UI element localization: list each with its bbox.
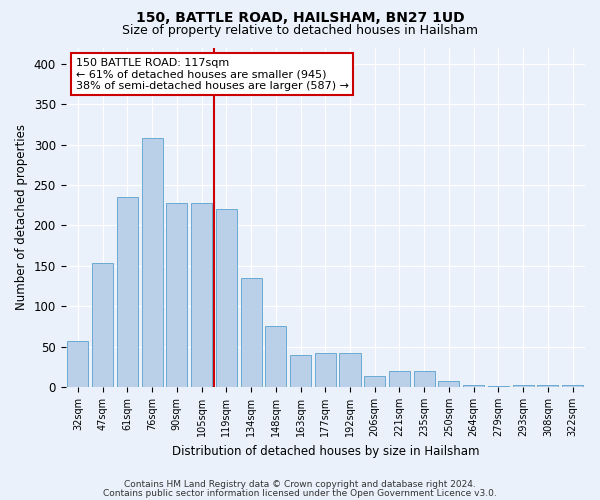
Text: Contains public sector information licensed under the Open Government Licence v3: Contains public sector information licen… bbox=[103, 488, 497, 498]
Bar bbox=[315, 353, 336, 387]
Bar bbox=[117, 197, 138, 387]
Bar bbox=[92, 264, 113, 387]
Bar bbox=[166, 202, 187, 387]
Bar bbox=[340, 353, 361, 387]
Bar bbox=[512, 386, 533, 387]
X-axis label: Distribution of detached houses by size in Hailsham: Distribution of detached houses by size … bbox=[172, 444, 479, 458]
Bar bbox=[191, 202, 212, 387]
Bar bbox=[364, 376, 385, 387]
Bar bbox=[265, 326, 286, 387]
Bar bbox=[142, 138, 163, 387]
Y-axis label: Number of detached properties: Number of detached properties bbox=[15, 124, 28, 310]
Text: Contains HM Land Registry data © Crown copyright and database right 2024.: Contains HM Land Registry data © Crown c… bbox=[124, 480, 476, 489]
Bar bbox=[290, 354, 311, 387]
Bar bbox=[463, 386, 484, 387]
Text: Size of property relative to detached houses in Hailsham: Size of property relative to detached ho… bbox=[122, 24, 478, 37]
Bar bbox=[241, 278, 262, 387]
Text: 150, BATTLE ROAD, HAILSHAM, BN27 1UD: 150, BATTLE ROAD, HAILSHAM, BN27 1UD bbox=[136, 11, 464, 25]
Bar bbox=[562, 386, 583, 387]
Bar bbox=[413, 371, 435, 387]
Bar bbox=[67, 341, 88, 387]
Bar bbox=[216, 209, 237, 387]
Bar bbox=[439, 382, 460, 387]
Bar bbox=[488, 386, 509, 387]
Bar bbox=[538, 384, 559, 387]
Bar bbox=[389, 371, 410, 387]
Text: 150 BATTLE ROAD: 117sqm
← 61% of detached houses are smaller (945)
38% of semi-d: 150 BATTLE ROAD: 117sqm ← 61% of detache… bbox=[76, 58, 349, 91]
